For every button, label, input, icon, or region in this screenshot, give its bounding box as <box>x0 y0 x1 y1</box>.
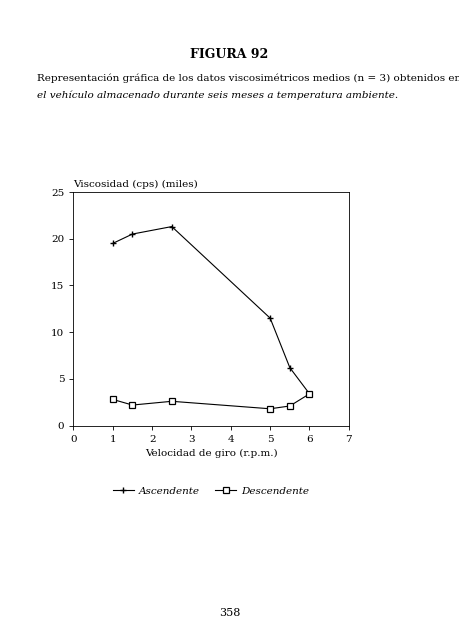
Text: el vehículo almacenado durante seis meses a temperatura ambiente.: el vehículo almacenado durante seis mese… <box>37 91 398 100</box>
Text: FIGURA 92: FIGURA 92 <box>190 48 269 61</box>
Descendente <box>130 401 135 409</box>
Text: Viscosidad (cps) (miles): Viscosidad (cps) (miles) <box>73 180 198 189</box>
Ascendente <box>169 223 174 230</box>
X-axis label: Velocidad de giro (r.p.m.): Velocidad de giro (r.p.m.) <box>145 449 277 458</box>
Descendente <box>169 397 174 405</box>
Text: 358: 358 <box>219 607 240 618</box>
Line: Descendente: Descendente <box>110 391 312 412</box>
Legend: Ascendente, Descendente: Ascendente, Descendente <box>109 482 313 500</box>
Ascendente <box>287 364 292 371</box>
Descendente <box>110 396 116 403</box>
Descendente <box>307 390 312 397</box>
Ascendente <box>307 390 312 397</box>
Text: Representación gráfica de los datos viscosimétricos medios (n = 3) obtenidos en: Representación gráfica de los datos visc… <box>37 74 459 83</box>
Descendente <box>268 405 273 413</box>
Ascendente <box>268 314 273 322</box>
Descendente <box>287 402 292 410</box>
Ascendente <box>130 230 135 238</box>
Ascendente <box>110 239 116 247</box>
Line: Ascendente: Ascendente <box>109 223 313 397</box>
